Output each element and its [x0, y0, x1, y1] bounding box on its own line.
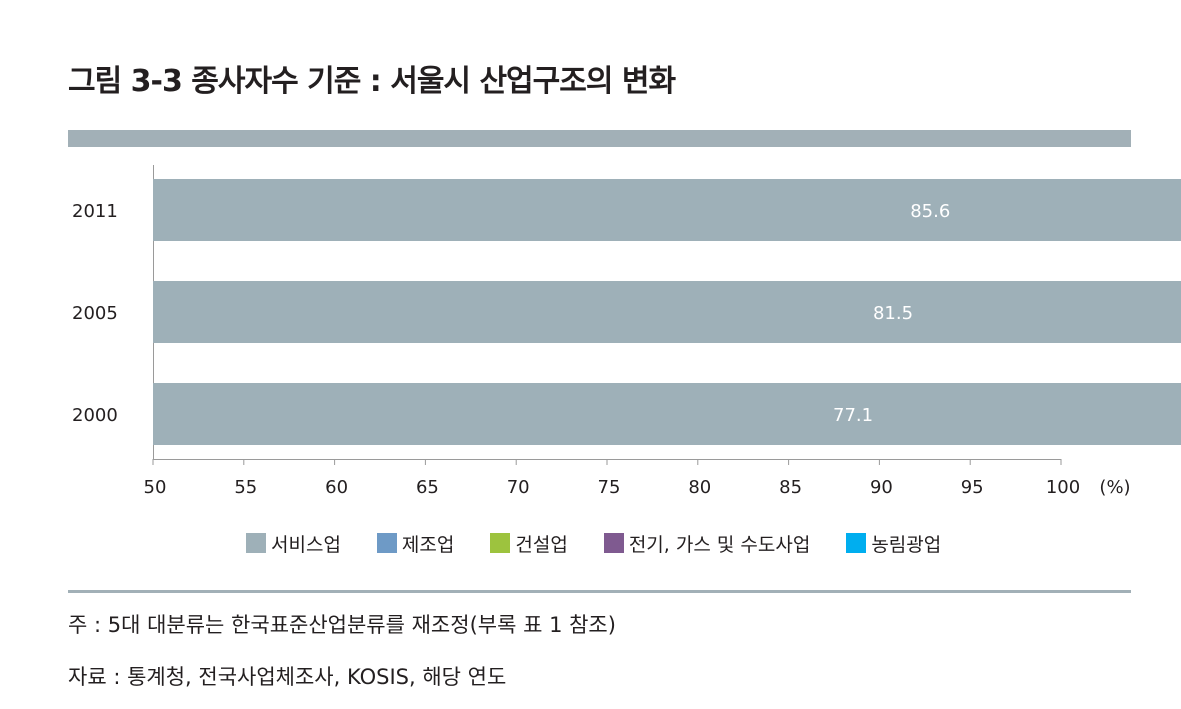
legend-label: 서비스업 — [271, 533, 341, 556]
bottom-rule — [68, 590, 1131, 593]
legend-swatch — [846, 533, 867, 553]
stacked-bar-chart: 50556065707580859095100(%)201185.68.06.1… — [72, 165, 1181, 498]
x-tick-label: 70 — [507, 477, 530, 498]
legend-label: 건설업 — [515, 533, 568, 556]
legend: 서비스업 제조업 건설업 전기, 가스 및 수도사업 농림광업 — [246, 526, 941, 560]
category-label: 2000 — [72, 405, 118, 426]
source-note: 자료 : 통계청, 전국사업체조사, KOSIS, 해당 연도 — [68, 665, 507, 689]
x-tick-label: 80 — [688, 477, 711, 498]
footnote: 주 : 5대 대분류는 한국표준산업분류를 재조정(부록 표 1 참조) — [68, 613, 616, 637]
x-tick-label: 65 — [416, 477, 439, 498]
legend-swatch — [376, 533, 397, 553]
legend-swatch — [603, 533, 624, 553]
x-tick-label: 60 — [325, 477, 348, 498]
x-tick-label: 90 — [870, 477, 893, 498]
x-tick-label: 75 — [598, 477, 621, 498]
x-unit-label: (%) — [1099, 477, 1130, 498]
legend-item: 제조업 — [376, 530, 455, 557]
legend-label: 제조업 — [401, 533, 455, 556]
category-label: 2005 — [72, 303, 118, 324]
bar-segment — [153, 281, 1181, 343]
legend-label: 전기, 가스 및 수도사업 — [628, 533, 811, 556]
top-rule — [68, 130, 1131, 147]
bar-segment — [153, 383, 1181, 445]
data-label: 81.5 — [873, 303, 913, 324]
data-label: 85.6 — [910, 201, 950, 222]
legend-item: 건설업 — [490, 530, 568, 557]
chart-title: 그림 3-3 종사자수 기준 : 서울시 산업구조의 변화 — [68, 64, 676, 99]
bar-segment — [153, 179, 1181, 241]
x-tick-label: 85 — [779, 477, 802, 498]
legend-item: 농림광업 — [846, 530, 941, 557]
legend-item: 서비스업 — [246, 530, 341, 557]
legend-label: 농림광업 — [871, 533, 942, 556]
legend-swatch — [490, 533, 511, 553]
legend-swatch — [246, 533, 266, 553]
category-label: 2011 — [72, 201, 118, 222]
legend-item: 전기, 가스 및 수도사업 — [603, 530, 811, 557]
x-tick-label: 100 — [1046, 477, 1080, 498]
x-tick-label: 95 — [961, 477, 984, 498]
x-tick-label: 50 — [144, 477, 167, 498]
x-tick-label: 55 — [234, 477, 257, 498]
data-label: 77.1 — [833, 405, 873, 426]
